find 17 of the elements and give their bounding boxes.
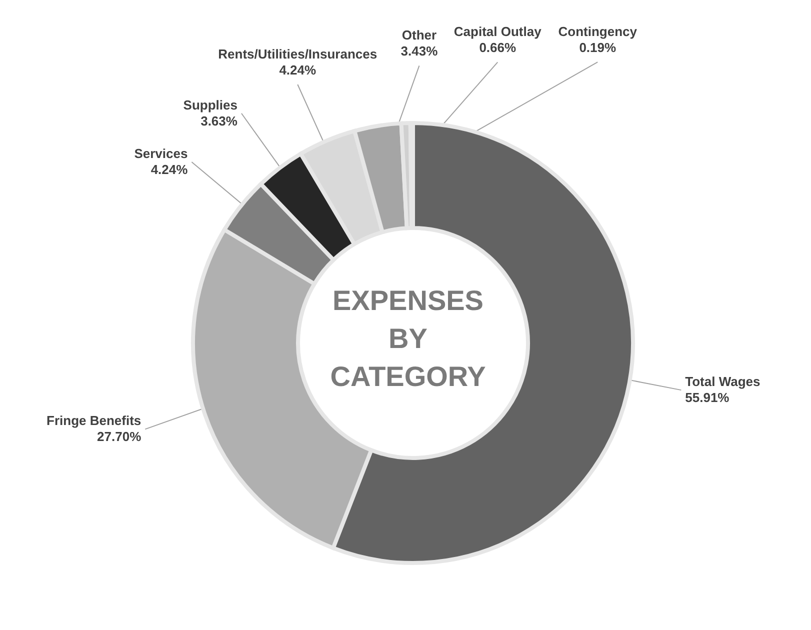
- data-label: 4.24%: [279, 62, 316, 78]
- slice-label: Fringe Benefits: [46, 413, 142, 428]
- slice-label: Other: [402, 28, 437, 43]
- data-label: 3.63%: [200, 113, 238, 128]
- data-label: 27.70%: [97, 429, 142, 444]
- text: EXPENSES BY CATEGORY: [330, 285, 486, 392]
- slice-label: Contingency: [558, 24, 638, 40]
- slice-label: Services: [134, 146, 188, 161]
- data-label: 0.19%: [579, 40, 616, 56]
- slice-label: Supplies: [183, 97, 238, 112]
- slice-label: Rents/Utilities/Insurances: [218, 46, 378, 62]
- data-label: 0.66%: [479, 40, 516, 56]
- slice-label: Total Wages: [685, 374, 760, 390]
- data-label: 3.43%: [400, 44, 438, 59]
- data-label: 55.91%: [685, 390, 730, 406]
- slice-label: Capital Outlay: [454, 24, 542, 40]
- data-label: 4.24%: [150, 162, 188, 177]
